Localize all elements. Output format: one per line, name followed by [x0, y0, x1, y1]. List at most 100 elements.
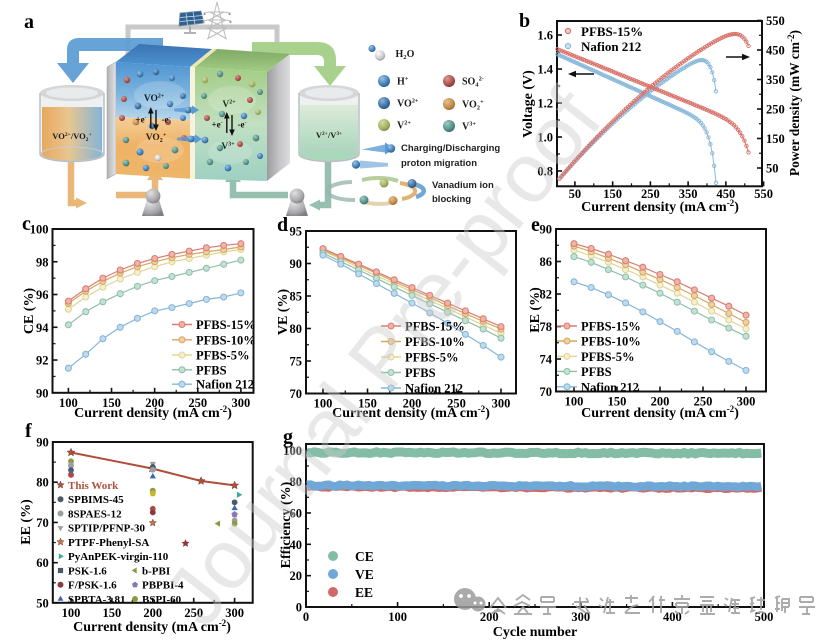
svg-text:-e-: -e- [238, 120, 247, 130]
svg-text:100: 100 [283, 444, 302, 458]
svg-text:Voltage (V): Voltage (V) [521, 70, 536, 138]
svg-text:Vanadium ion: Vanadium ion [432, 180, 494, 191]
svg-text:70: 70 [540, 385, 553, 399]
svg-text:V3+: V3+ [462, 121, 476, 133]
svg-text:SPBTA-3.81: SPBTA-3.81 [68, 594, 126, 606]
svg-text:150: 150 [103, 606, 122, 620]
svg-text:Nafion 212: Nafion 212 [581, 39, 641, 54]
svg-text:Efficiency (%): Efficiency (%) [279, 481, 294, 568]
svg-text:250: 250 [641, 187, 660, 201]
svg-text:250: 250 [447, 397, 466, 411]
svg-text:VO2+: VO2+ [144, 93, 165, 104]
svg-text:PFBS-5%: PFBS-5% [196, 349, 249, 363]
svg-text:H2 O: H2 O [396, 49, 415, 61]
svg-text:VE (%): VE (%) [276, 289, 291, 336]
svg-text:90: 90 [36, 436, 49, 450]
svg-text:70: 70 [290, 387, 303, 401]
svg-text:74: 74 [540, 353, 553, 367]
svg-text:100: 100 [388, 610, 407, 624]
svg-text:86: 86 [540, 255, 553, 269]
svg-text:50: 50 [766, 162, 779, 176]
svg-text:200: 200 [145, 396, 164, 410]
svg-text:300: 300 [492, 397, 511, 411]
svg-text:V2+ /V3+: V2+ /V3+ [316, 130, 342, 140]
svg-text:80: 80 [290, 322, 303, 336]
svg-text:400: 400 [663, 610, 682, 624]
svg-text:Nafion 212: Nafion 212 [405, 382, 463, 396]
svg-text:40: 40 [290, 538, 303, 552]
svg-text:85: 85 [290, 290, 303, 304]
svg-text:90: 90 [36, 386, 49, 400]
svg-text:80: 80 [36, 476, 49, 490]
svg-text:100: 100 [565, 395, 584, 409]
svg-text:Current density (mA cm-2): Current density (mA cm-2) [73, 618, 231, 635]
svg-text:350: 350 [679, 187, 698, 201]
svg-text:1.0: 1.0 [537, 131, 553, 145]
svg-text:250: 250 [766, 103, 785, 117]
svg-text:78: 78 [540, 320, 553, 334]
svg-text:PFBS: PFBS [405, 366, 436, 380]
svg-text:VO2+: VO2+ [397, 98, 419, 110]
svg-text:550: 550 [754, 187, 773, 201]
svg-text:PFBS-10%: PFBS-10% [581, 335, 641, 349]
svg-text:250: 250 [694, 395, 713, 409]
svg-text:80: 80 [290, 475, 303, 489]
svg-text:proton migration: proton migration [401, 158, 477, 169]
svg-text:f: f [25, 420, 32, 442]
svg-text:+e-: +e- [136, 115, 147, 125]
svg-text:EE: EE [355, 585, 373, 600]
svg-text:e: e [531, 214, 540, 236]
svg-text:95: 95 [290, 225, 303, 239]
svg-text:PFBS-5%: PFBS-5% [581, 350, 634, 364]
svg-text:F/PSK-1.6: F/PSK-1.6 [68, 580, 117, 592]
svg-text:150: 150 [608, 395, 627, 409]
svg-text:PFBS-10%: PFBS-10% [196, 333, 256, 347]
svg-text:90: 90 [540, 223, 553, 237]
svg-text:Current density (mA cm-2): Current density (mA cm-2) [332, 404, 490, 421]
svg-text:VO2 +: VO2 + [462, 99, 484, 112]
svg-text:Current density (mA cm-2): Current density (mA cm-2) [581, 198, 739, 215]
svg-text:PSK-1.6: PSK-1.6 [68, 565, 107, 577]
svg-text:PyAnPEK-virgin-110: PyAnPEK-virgin-110 [68, 551, 169, 563]
svg-text:SO4 2-: SO4 2- [462, 76, 484, 89]
svg-text:Charging/Discharging: Charging/Discharging [401, 143, 500, 154]
svg-text:V2+: V2+ [397, 120, 411, 132]
svg-text:0: 0 [296, 601, 302, 615]
svg-text:PFBS-15%: PFBS-15% [196, 318, 256, 332]
svg-text:200: 200 [651, 395, 670, 409]
svg-text:PFBS-10%: PFBS-10% [405, 335, 465, 349]
svg-text:PFBS-15%: PFBS-15% [405, 320, 465, 334]
svg-text:100: 100 [30, 223, 49, 237]
svg-text:Nafion 212: Nafion 212 [581, 380, 639, 394]
svg-text:PFBS-15%: PFBS-15% [581, 320, 641, 334]
svg-text:EE (%): EE (%) [528, 287, 543, 333]
svg-text:CE (%): CE (%) [22, 288, 37, 335]
svg-text:98: 98 [36, 255, 49, 269]
svg-text:450: 450 [716, 187, 735, 201]
svg-text:350: 350 [766, 73, 785, 87]
svg-text:PFBS: PFBS [196, 363, 227, 377]
svg-text:70: 70 [36, 516, 49, 530]
svg-text:VE: VE [355, 567, 374, 582]
svg-text:100: 100 [62, 606, 81, 620]
svg-text:250: 250 [188, 396, 207, 410]
svg-text:1.4: 1.4 [537, 63, 553, 77]
svg-text:150: 150 [766, 132, 785, 146]
svg-text:BSPI-60: BSPI-60 [142, 594, 182, 606]
svg-text:60: 60 [36, 556, 49, 570]
svg-text:SPBIMS-45: SPBIMS-45 [68, 494, 124, 506]
svg-text:200: 200 [143, 606, 162, 620]
svg-text:250: 250 [184, 606, 203, 620]
svg-text:50: 50 [36, 596, 49, 610]
svg-text:8SPAES-12: 8SPAES-12 [68, 508, 122, 520]
svg-text:V2+: V2+ [222, 99, 236, 110]
svg-text:a: a [24, 11, 34, 33]
svg-text:300: 300 [232, 396, 251, 410]
svg-text:20: 20 [290, 569, 303, 583]
svg-text:PTPF-Phenyl-SA: PTPF-Phenyl-SA [68, 537, 149, 549]
svg-text:+e-: +e- [212, 120, 223, 130]
svg-text:c: c [22, 213, 31, 235]
svg-text:300: 300 [571, 610, 590, 624]
svg-text:50: 50 [569, 187, 582, 201]
svg-text:94: 94 [36, 321, 49, 335]
